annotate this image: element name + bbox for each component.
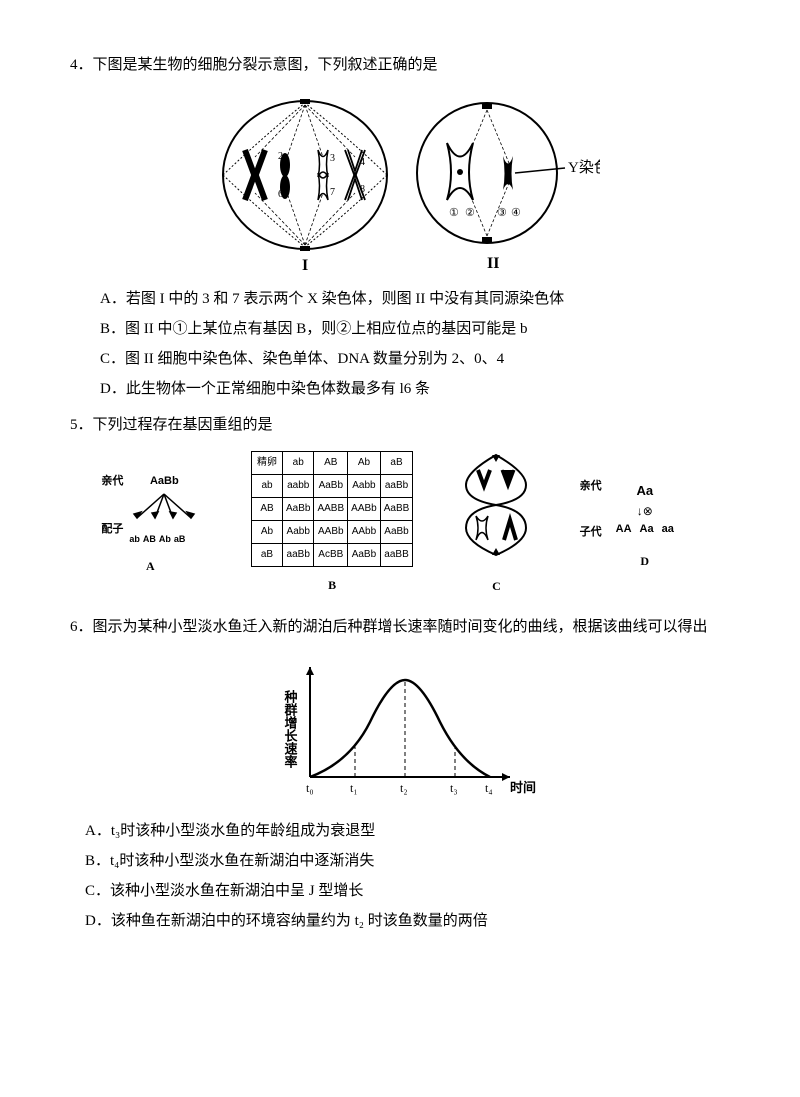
q4-y-label: Y染色体: [568, 159, 600, 176]
q6-text: 图示为某种小型淡水鱼迁入新的湖泊后种群增长速率随时间变化的曲线，根据该曲线可以得…: [93, 619, 708, 635]
q5d-parent: Aa: [616, 478, 674, 504]
q6-opt-d: D．该种鱼在新湖泊中的环境容纳量约为 t₂ 时该鱼数量的两倍: [85, 906, 730, 936]
question-4: 4．下图是某生物的细胞分裂示意图，下列叙述正确的是: [70, 50, 730, 404]
q4-opt-d: D．此生物体一个正常细胞中染色体数最多有 l6 条: [100, 374, 730, 404]
svg-text:t₂: t₂: [400, 781, 408, 795]
q4-I-num7: 7: [330, 187, 335, 198]
q5-text: 下列过程存在基因重组的是: [93, 417, 273, 433]
q5a-parent-label: 亲代: [101, 470, 123, 492]
q6-opt-a: A．t₃时该种小型淡水鱼的年龄组成为衰退型: [85, 816, 730, 846]
svg-text:④: ④: [511, 207, 521, 219]
q6-opt-b: B．t₄时该种小型淡水鱼在新湖泊中逐渐消失: [85, 846, 730, 876]
q5-panel-b: 精卵ab ABAb aB abaabbAaBbAabbaaBb ABAaBbAA…: [251, 451, 413, 597]
q4-label-I: I: [302, 257, 308, 270]
q4-I-num6: 6: [278, 189, 283, 200]
q6-figure: 种群增长速率 时间 t₀ t₁ t₂ t₃ t₄: [70, 652, 730, 802]
q5-stem: 5．下列过程存在基因重组的是: [70, 410, 730, 440]
q5d-offspring-label: 子代: [580, 521, 602, 543]
svg-text:t₀: t₀: [306, 781, 314, 795]
q4-stem: 4．下图是某生物的细胞分裂示意图，下列叙述正确的是: [70, 50, 730, 80]
q4-I-num5: 5: [248, 182, 253, 193]
svg-text:t₄: t₄: [485, 781, 493, 795]
q6-xlabel: 时间: [510, 780, 536, 795]
q5-panel-c: C: [454, 450, 539, 598]
q4-I-num3: 3: [330, 153, 335, 164]
q4-opt-b: B．图 II 中①上某位点有基因 B，则②上相应位点的基因可能是 b: [100, 314, 730, 344]
q4-text: 下图是某生物的细胞分裂示意图，下列叙述正确的是: [93, 57, 438, 73]
q6-ylabel: 种群增长速率: [283, 689, 299, 769]
q5a-gamete-label: 配子: [101, 518, 123, 540]
q4-figure: 1 2 3 4 5 6 7 8 I: [70, 90, 730, 270]
question-5: 5．下列过程存在基因重组的是 亲代 配子 AaBb: [70, 410, 730, 598]
q4-I-num8: 8: [360, 184, 365, 195]
q5-panel-a: 亲代 配子 AaBb ab AB Ab: [90, 470, 210, 578]
q5-number: 5．: [70, 417, 93, 433]
q4-options: A．若图 I 中的 3 和 7 表示两个 X 染色体，则图 II 中没有其同源染…: [70, 284, 730, 404]
q5d-caption: D: [580, 549, 710, 573]
svg-text:t₃: t₃: [450, 781, 458, 795]
q5b-caption: B: [251, 573, 413, 597]
q6-options: A．t₃时该种小型淡水鱼的年龄组成为衰退型 B．t₄时该种小型淡水鱼在新湖泊中逐…: [70, 816, 730, 936]
punnett-table: 精卵ab ABAb aB abaabbAaBbAabbaaBb ABAaBbAA…: [251, 451, 413, 567]
svg-text:t₁: t₁: [350, 781, 358, 795]
q6-number: 6．: [70, 619, 93, 635]
q6-opt-c: C．该种小型淡水鱼在新湖泊中呈 J 型增长: [85, 876, 730, 906]
svg-text:③: ③: [497, 207, 507, 219]
q4-I-num1: 1: [248, 160, 253, 171]
q5d-parent-label: 亲代: [580, 475, 602, 497]
q4-opt-c: C．图 II 细胞中染色体、染色单体、DNA 数量分别为 2、0、4: [100, 344, 730, 374]
q4-label-II: II: [487, 255, 499, 270]
svg-text:①: ①: [449, 207, 459, 219]
q4-I-num2: 2: [278, 151, 283, 162]
q5a-genotype: AaBb: [129, 470, 199, 492]
q5-figure: 亲代 配子 AaBb ab AB Ab: [70, 450, 730, 598]
svg-text:②: ②: [465, 207, 475, 219]
q4-number: 4．: [70, 57, 93, 73]
q4-I-num4: 4: [360, 157, 365, 168]
q5c-caption: C: [454, 574, 539, 598]
q5-panel-d: 亲代 子代 Aa ↓⊗ AA Aa aa D: [580, 475, 710, 573]
q6-stem: 6．图示为某种小型淡水鱼迁入新的湖泊后种群增长速率随时间变化的曲线，根据该曲线可…: [70, 612, 730, 642]
q5a-caption: A: [90, 554, 210, 578]
q5d-offspring: AA Aa aa: [616, 518, 674, 540]
q4-opt-a: A．若图 I 中的 3 和 7 表示两个 X 染色体，则图 II 中没有其同源染…: [100, 284, 730, 314]
question-6: 6．图示为某种小型淡水鱼迁入新的湖泊后种群增长速率随时间变化的曲线，根据该曲线可…: [70, 612, 730, 936]
